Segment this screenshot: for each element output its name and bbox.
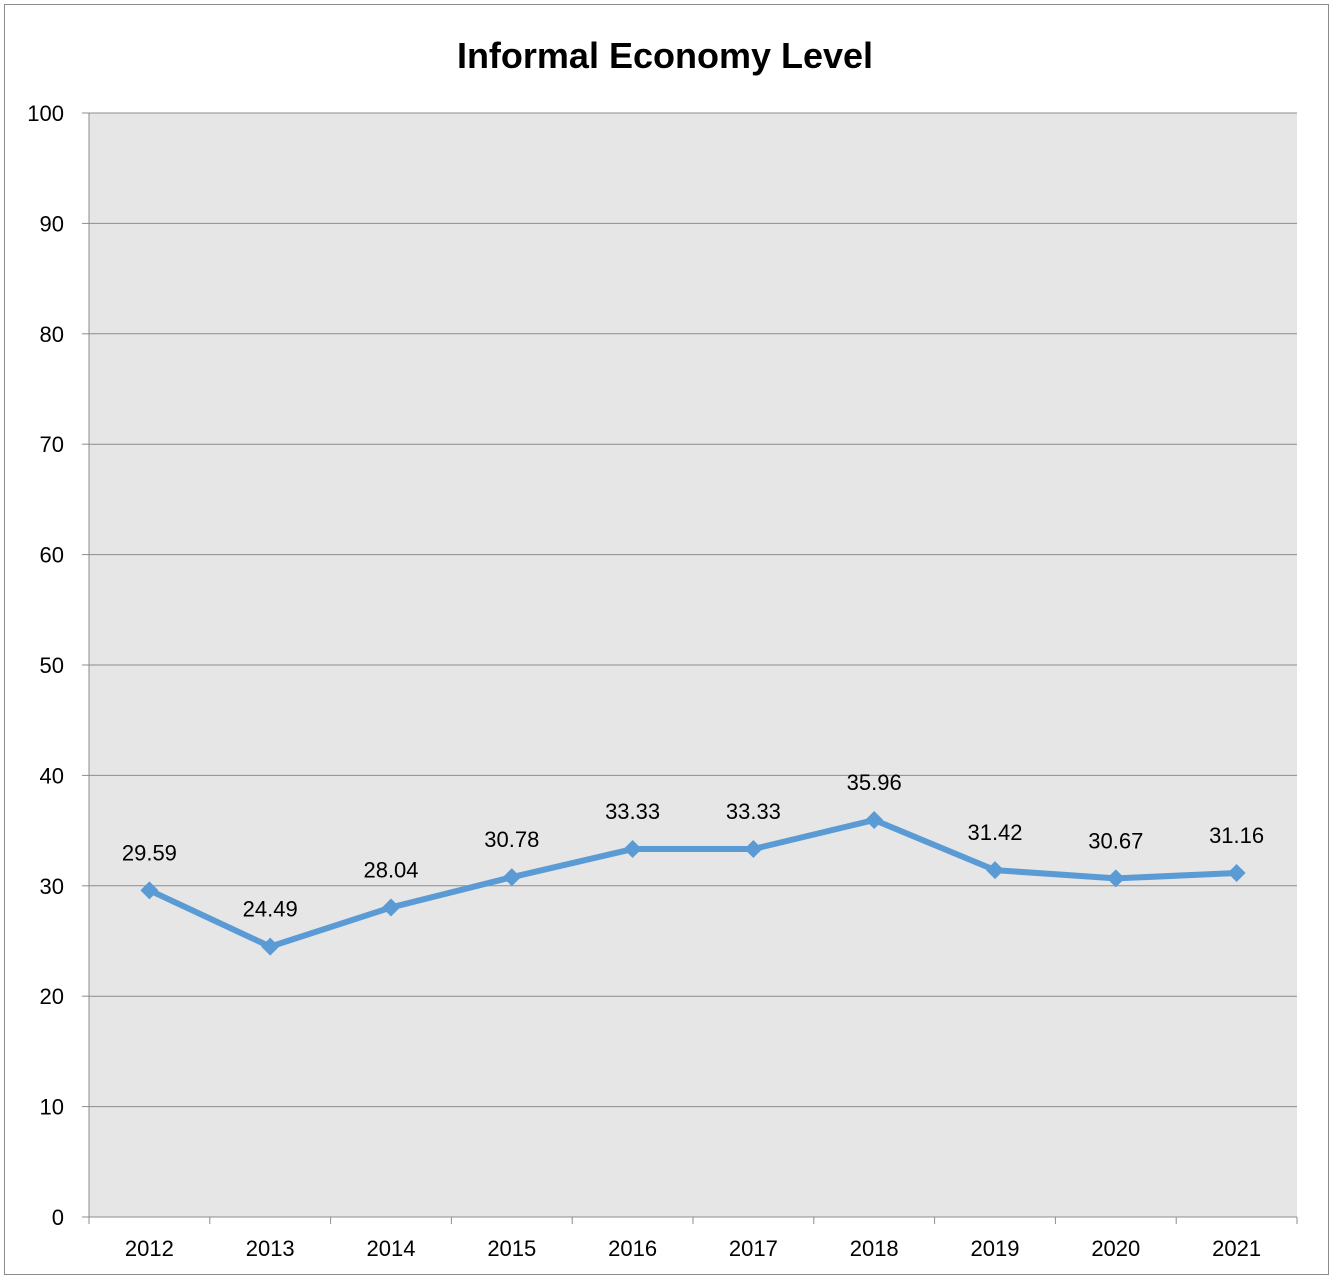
series-line	[146, 817, 1240, 950]
data-label: 31.42	[967, 820, 1022, 845]
chart-title: Informal Economy Level	[457, 35, 873, 76]
data-label: 30.78	[484, 827, 539, 852]
x-tick-label: 2020	[1091, 1236, 1140, 1261]
data-label: 28.04	[363, 857, 418, 882]
data-label: 35.96	[847, 770, 902, 795]
data-label: 29.59	[122, 840, 177, 865]
data-point-marker	[261, 937, 280, 956]
data-label: 33.33	[605, 799, 660, 824]
y-tick-label: 100	[27, 101, 64, 126]
x-tick-label: 2017	[729, 1236, 778, 1261]
y-tick-label: 70	[40, 432, 64, 457]
y-tick-label: 20	[40, 984, 64, 1009]
y-axis-tick-labels: 0 10 20 30 40 50 60 70 80 90 100	[27, 101, 64, 1230]
gridlines	[82, 112, 1297, 1218]
data-point-marker	[1106, 869, 1125, 888]
data-point-marker	[865, 811, 884, 830]
x-tick-label: 2016	[608, 1236, 657, 1261]
x-tick-label: 2014	[367, 1236, 416, 1261]
data-point-marker	[623, 840, 642, 859]
x-tick-label: 2012	[125, 1236, 174, 1261]
data-label: 30.67	[1088, 828, 1143, 853]
data-point-marker	[1227, 863, 1246, 882]
y-tick-label: 10	[40, 1095, 64, 1120]
data-markers	[140, 811, 1246, 956]
x-tick-label: 2021	[1212, 1236, 1261, 1261]
y-tick-label: 80	[40, 322, 64, 347]
x-tick-label: 2013	[246, 1236, 295, 1261]
y-tick-label: 30	[40, 874, 64, 899]
data-label: 31.16	[1209, 823, 1264, 848]
data-label: 33.33	[726, 799, 781, 824]
y-tick-label: 0	[52, 1205, 64, 1230]
y-tick-label: 40	[40, 763, 64, 788]
data-point-marker	[986, 861, 1004, 880]
y-tick-label: 90	[40, 211, 64, 236]
x-tick-label: 2019	[971, 1236, 1020, 1261]
y-tick-label: 50	[40, 653, 64, 678]
data-point-marker	[140, 881, 159, 900]
data-point-marker	[744, 840, 763, 859]
data-label: 24.49	[243, 897, 298, 922]
series-line	[146, 817, 1240, 950]
data-labels: 29.59 24.49 28.04 30.78 33.33 33.33 35.96 31.42…	[122, 770, 1264, 922]
x-tick-label: 2018	[850, 1236, 899, 1261]
axes	[88, 113, 1298, 1224]
data-point-marker	[382, 898, 400, 917]
x-tick-label: 2015	[487, 1236, 536, 1261]
x-axis-tick-labels: 2012 2013 2014 2015 2016 2017 2018 2019 2020 2021	[125, 1236, 1261, 1261]
y-tick-label: 60	[40, 543, 64, 568]
data-point-marker	[502, 868, 521, 887]
